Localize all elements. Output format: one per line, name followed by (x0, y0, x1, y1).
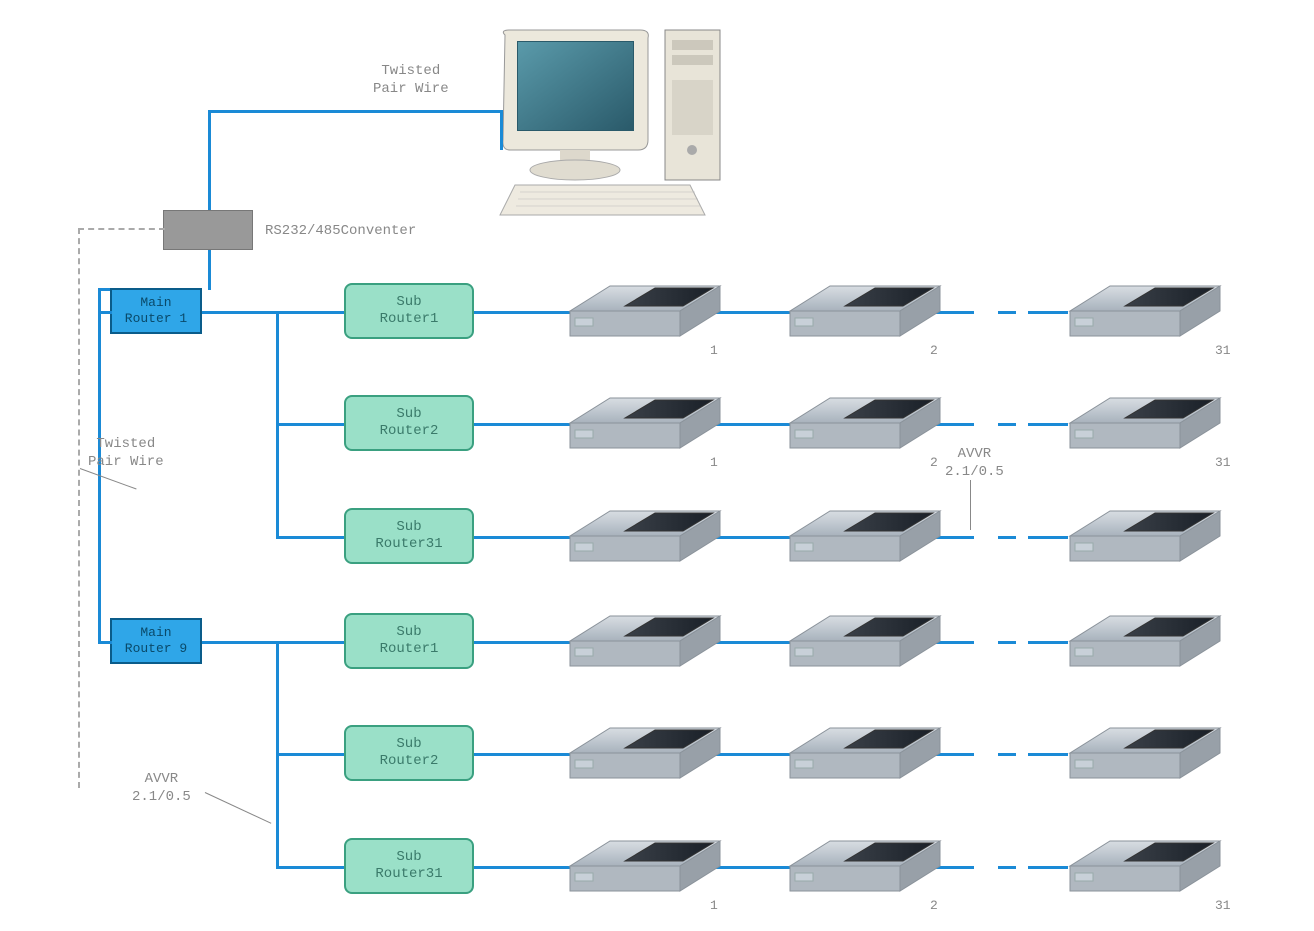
sub-router-1-1: Sub Router1 (344, 283, 474, 339)
unit-num-r6-c2: 2 (930, 898, 938, 913)
ffu-unit (785, 388, 950, 458)
ffu-unit (565, 718, 730, 788)
wire-row5-d1 (998, 753, 1016, 756)
ffu-unit (1065, 388, 1230, 458)
ffu-unit (1065, 831, 1230, 901)
wire-conv-down (208, 250, 211, 290)
label-twisted-pair-left: Twisted Pair Wire (88, 435, 164, 471)
wire-row3-d1 (998, 536, 1016, 539)
ffu-unit (785, 718, 950, 788)
sub-router-1-31: Sub Router31 (344, 508, 474, 564)
sub-router-9-31-label: Sub Router31 (375, 849, 442, 883)
unit-num-r1-c3: 31 (1215, 343, 1231, 358)
wire-row6-d2 (1028, 866, 1068, 869)
ffu-unit (565, 501, 730, 571)
sub-router-1-2-label: Sub Router2 (380, 406, 439, 440)
sub-router-1-31-label: Sub Router31 (375, 519, 442, 553)
wire-pc-down (500, 130, 503, 150)
wire-bus9-sr1 (276, 641, 346, 644)
wire-bus9-sr2 (276, 753, 346, 756)
wire-row3-d2 (1028, 536, 1068, 539)
sub-router-1-2: Sub Router2 (344, 395, 474, 451)
ffu-unit (1065, 606, 1230, 676)
ffu-unit (565, 276, 730, 346)
callout-avvr-right (970, 480, 971, 530)
computer-icon (490, 20, 770, 220)
wire-trunk-to-mr1 (98, 311, 112, 314)
wire-row4-d2 (1028, 641, 1068, 644)
sub-router-1-1-label: Sub Router1 (380, 294, 439, 328)
ffu-unit (785, 606, 950, 676)
ffu-unit (785, 831, 950, 901)
ffu-unit (1065, 718, 1230, 788)
unit-num-r1-c1: 1 (710, 343, 718, 358)
ffu-unit (785, 501, 950, 571)
sub-router-9-1: Sub Router1 (344, 613, 474, 669)
ffu-unit (785, 276, 950, 346)
wire-row6-d1 (998, 866, 1016, 869)
wire-bus1-sr1 (276, 311, 346, 314)
unit-num-r6-c1: 1 (710, 898, 718, 913)
wire-bus1-sr2 (276, 423, 346, 426)
label-avvr-left: AVVR 2.1/0.5 (132, 770, 191, 806)
ffu-unit (1065, 501, 1230, 571)
main-router-9: Main Router 9 (110, 618, 202, 664)
wire-row1-d2 (1028, 311, 1068, 314)
wire-row1-d1 (998, 311, 1016, 314)
label-twisted-pair-top: Twisted Pair Wire (373, 62, 449, 98)
main-router-1-label: Main Router 1 (125, 295, 187, 326)
wire-bus1-sr31 (276, 536, 346, 539)
sub-router-9-2: Sub Router2 (344, 725, 474, 781)
wire-pc-h (208, 110, 503, 113)
unit-num-r6-c3: 31 (1215, 898, 1231, 913)
wire-row5-d2 (1028, 753, 1068, 756)
wire-row2-d2 (1028, 423, 1068, 426)
wire-bus9-sr31 (276, 866, 346, 869)
wire-row4-d1 (998, 641, 1016, 644)
unit-num-r2-c3: 31 (1215, 455, 1231, 470)
dashed-trunk-left (78, 228, 80, 788)
wire-pc-to-conv (208, 110, 211, 210)
wire-row2-d1 (998, 423, 1016, 426)
wire-pc-to-conv-side (500, 110, 503, 132)
ffu-unit (565, 388, 730, 458)
label-converter: RS232/485Conventer (265, 222, 416, 240)
sub-router-9-2-label: Sub Router2 (380, 736, 439, 770)
ffu-unit (1065, 276, 1230, 346)
wire-trunk-to-mr9 (98, 641, 112, 644)
unit-num-r1-c2: 2 (930, 343, 938, 358)
ffu-unit (565, 831, 730, 901)
unit-num-r2-c2: 2 (930, 455, 938, 470)
dashed-trunk-top-h (78, 228, 165, 230)
callout-avvr-left (205, 792, 272, 824)
main-router-1: Main Router 1 (110, 288, 202, 334)
ffu-unit (565, 606, 730, 676)
label-avvr-right: AVVR 2.1/0.5 (945, 445, 1004, 481)
converter-box (163, 210, 253, 250)
unit-num-r2-c1: 1 (710, 455, 718, 470)
main-router-9-label: Main Router 9 (125, 625, 187, 656)
sub-router-9-1-label: Sub Router1 (380, 624, 439, 658)
sub-router-9-31: Sub Router31 (344, 838, 474, 894)
